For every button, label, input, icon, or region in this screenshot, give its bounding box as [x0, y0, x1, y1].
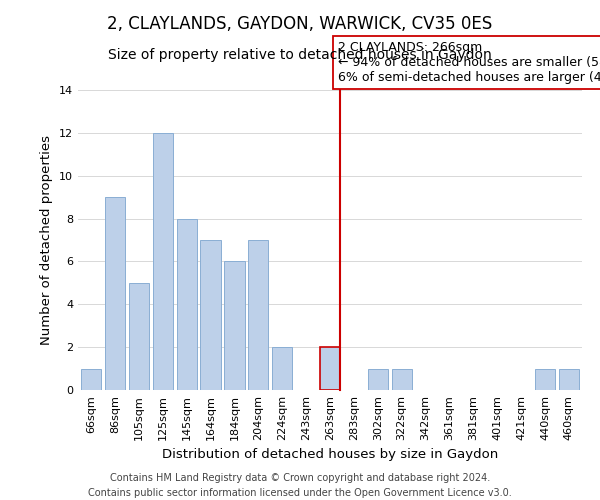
- Bar: [81, 368, 101, 390]
- Bar: [368, 368, 388, 390]
- Bar: [129, 283, 149, 390]
- Bar: [535, 368, 555, 390]
- Bar: [320, 347, 340, 390]
- Text: Contains HM Land Registry data © Crown copyright and database right 2024.
Contai: Contains HM Land Registry data © Crown c…: [88, 472, 512, 498]
- Text: 2, CLAYLANDS, GAYDON, WARWICK, CV35 0ES: 2, CLAYLANDS, GAYDON, WARWICK, CV35 0ES: [107, 15, 493, 33]
- Bar: [176, 218, 197, 390]
- Bar: [559, 368, 579, 390]
- Y-axis label: Number of detached properties: Number of detached properties: [40, 135, 53, 345]
- X-axis label: Distribution of detached houses by size in Gaydon: Distribution of detached houses by size …: [162, 448, 498, 462]
- Text: 2 CLAYLANDS: 266sqm
← 94% of detached houses are smaller (58)
6% of semi-detache: 2 CLAYLANDS: 266sqm ← 94% of detached ho…: [338, 41, 600, 84]
- Text: Size of property relative to detached houses in Gaydon: Size of property relative to detached ho…: [108, 48, 492, 62]
- Bar: [105, 197, 125, 390]
- Bar: [224, 262, 245, 390]
- Bar: [272, 347, 292, 390]
- Bar: [200, 240, 221, 390]
- Bar: [392, 368, 412, 390]
- Bar: [152, 133, 173, 390]
- Bar: [248, 240, 268, 390]
